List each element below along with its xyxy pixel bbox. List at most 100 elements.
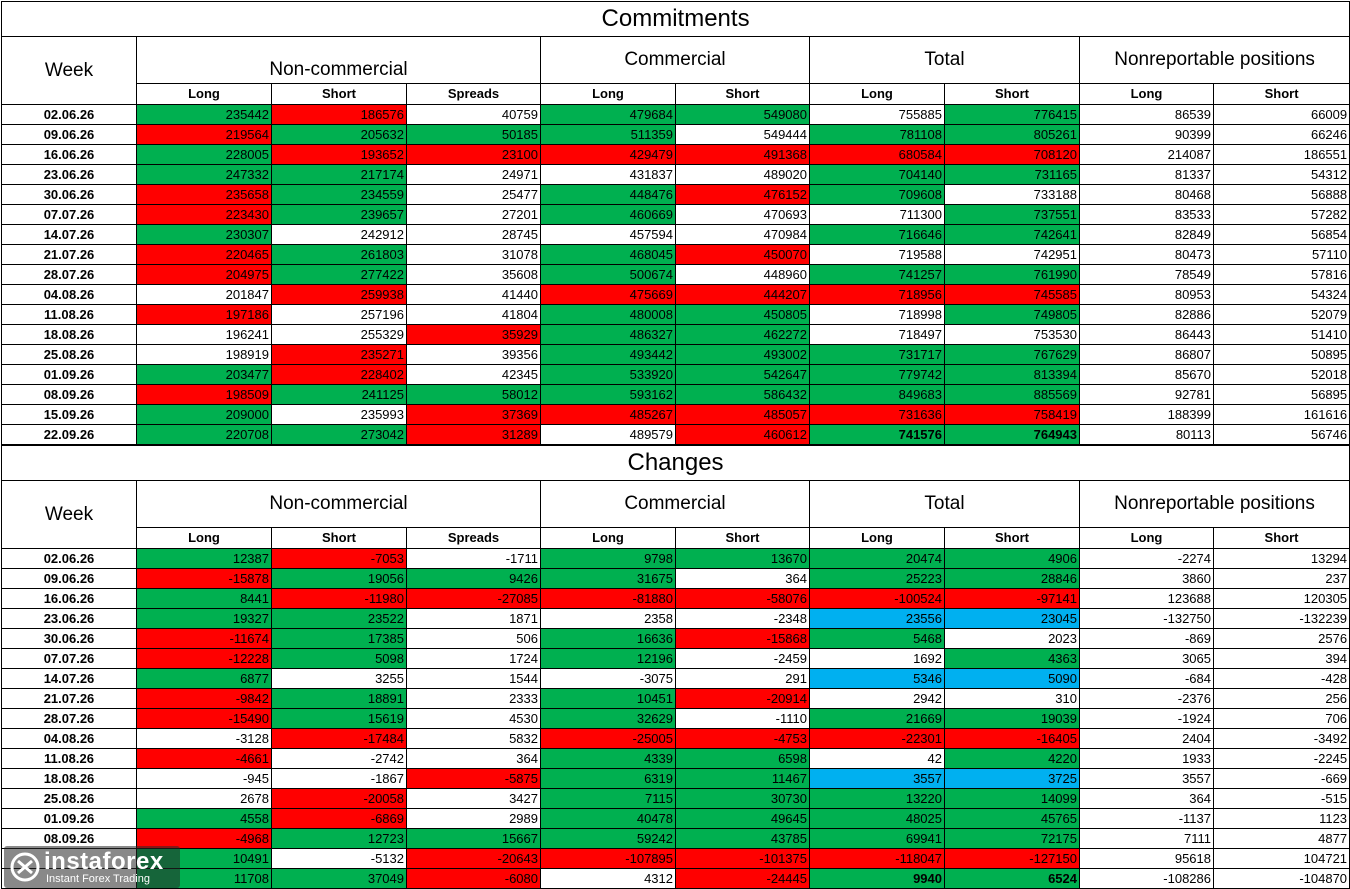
value-cell: -20914	[675, 688, 810, 709]
table-row: 08.09.26 198509 241125 58012 593162 586432 849…	[1, 384, 1350, 405]
value-cell: 48025	[809, 808, 945, 829]
table-row: 09.06.26 -15878 19056 9426 31675 364 25223 2884…	[1, 568, 1350, 589]
table-row: 11.08.26 -4661 -2742 364 4339 6598 42 4220 1933-…	[1, 748, 1350, 769]
week-cell: 11.08.26	[1, 748, 137, 769]
value-cell: 755885	[809, 104, 945, 125]
changes-table: Changes Week Non-commercial Commercial T…	[0, 445, 1350, 889]
column-header: Long	[809, 83, 945, 105]
table-row: 01.09.26 4558 -6869 2989 40478 49645 48025 4576…	[1, 808, 1350, 829]
value-cell: 261803	[271, 244, 407, 265]
value-cell: 78549	[1079, 264, 1214, 285]
value-cell: -6080	[406, 868, 541, 889]
week-cell: 16.06.26	[1, 144, 137, 165]
value-cell: 1544	[406, 668, 541, 689]
week-header: Week	[1, 480, 137, 549]
value-cell: -100524	[809, 588, 945, 609]
value-cell: 2023	[944, 628, 1080, 649]
value-cell: 444207	[675, 284, 810, 305]
value-cell: 761990	[944, 264, 1080, 285]
table-row: 28.07.26 204975 277422 35608 500674 448960 741…	[1, 264, 1350, 285]
table-row: 28.07.26 -15490 15619 4530 32629 -1110 21669 19…	[1, 708, 1350, 729]
value-cell: 12196	[540, 648, 676, 669]
value-cell: 56746	[1212, 424, 1350, 445]
value-cell: 188399	[1079, 404, 1214, 425]
value-cell: 39356	[406, 344, 541, 365]
value-cell: 476152	[675, 184, 810, 205]
value-cell: 429479	[540, 144, 676, 165]
value-cell: 711300	[809, 204, 945, 225]
value-cell: 40759	[406, 104, 541, 125]
value-cell: 201847	[136, 284, 272, 305]
value-cell: -27085	[406, 588, 541, 609]
value-cell: 468045	[540, 244, 676, 265]
value-cell: 237	[1212, 568, 1350, 589]
value-cell: 41804	[406, 304, 541, 325]
table-row: 01.09.26 203477 228402 42345 533920 542647 779…	[1, 364, 1350, 385]
value-cell: 241125	[271, 384, 407, 405]
value-cell: 273042	[271, 424, 407, 445]
week-cell: 02.06.26	[1, 548, 137, 569]
value-cell: 719588	[809, 244, 945, 265]
value-cell: 95618	[1079, 848, 1214, 869]
value-cell: 364	[406, 748, 541, 769]
column-header: Long	[540, 83, 676, 105]
value-cell: 235442	[136, 104, 272, 125]
value-cell: 23556	[809, 608, 945, 629]
week-cell: 18.08.26	[1, 324, 137, 345]
table-row: 07.07.26 -12228 5098 1724 12196 -2459 1692 4363…	[1, 648, 1350, 669]
value-cell: 542647	[675, 364, 810, 385]
value-cell: -127150	[944, 848, 1080, 869]
value-cell: 6877	[136, 668, 272, 689]
value-cell: 82886	[1079, 304, 1214, 325]
week-cell: 01.09.26	[1, 808, 137, 829]
group-header-commercial: Commercial	[540, 480, 810, 528]
value-cell: 228402	[271, 364, 407, 385]
value-cell: 242912	[271, 224, 407, 245]
value-cell: 197186	[136, 304, 272, 325]
changes-title: Changes	[0, 445, 1350, 481]
value-cell: 255329	[271, 324, 407, 345]
value-cell: 1724	[406, 648, 541, 669]
value-cell: 450805	[675, 304, 810, 325]
table-row: 02.06.26 235442 186576 40759 479684 549080 755…	[1, 104, 1350, 125]
value-cell: 220465	[136, 244, 272, 265]
value-cell: 23045	[944, 608, 1080, 629]
week-cell: 08.09.26	[1, 384, 137, 405]
value-cell: 18891	[271, 688, 407, 709]
value-cell: 779742	[809, 364, 945, 385]
table-row: 15.09.26 209000 235993 37369 485267 485057 731…	[1, 404, 1350, 425]
value-cell: 753530	[944, 324, 1080, 345]
week-cell: 02.06.26	[1, 104, 137, 125]
value-cell: 593162	[540, 384, 676, 405]
group-header-non-commercial: Non-commercial	[136, 480, 541, 528]
value-cell: 460612	[675, 424, 810, 445]
value-cell: 23522	[271, 608, 407, 629]
value-cell: -2348	[675, 608, 810, 629]
value-cell: 56888	[1212, 184, 1350, 205]
week-cell: 14.07.26	[1, 224, 137, 245]
column-header: Long	[136, 83, 272, 105]
value-cell: 52018	[1212, 364, 1350, 385]
value-cell: 14099	[944, 788, 1080, 809]
value-cell: 21669	[809, 708, 945, 729]
column-header: Spreads	[406, 527, 541, 549]
value-cell: 731636	[809, 404, 945, 425]
value-cell: 718956	[809, 284, 945, 305]
value-cell: 8441	[136, 588, 272, 609]
column-header: Long	[1079, 83, 1214, 105]
value-cell: 219564	[136, 124, 272, 145]
value-cell: 228005	[136, 144, 272, 165]
value-cell: 448960	[675, 264, 810, 285]
week-cell: 07.07.26	[1, 648, 137, 669]
value-cell: -4753	[675, 728, 810, 749]
value-cell: -2376	[1079, 688, 1214, 709]
value-cell: 13220	[809, 788, 945, 809]
value-cell: 706	[1212, 708, 1350, 729]
value-cell: 32629	[540, 708, 676, 729]
value-cell: 42	[809, 748, 945, 769]
value-cell: -97141	[944, 588, 1080, 609]
value-cell: -1110	[675, 708, 810, 729]
value-cell: -132239	[1212, 608, 1350, 629]
column-header: Short	[675, 527, 810, 549]
value-cell: -5132	[271, 848, 407, 869]
